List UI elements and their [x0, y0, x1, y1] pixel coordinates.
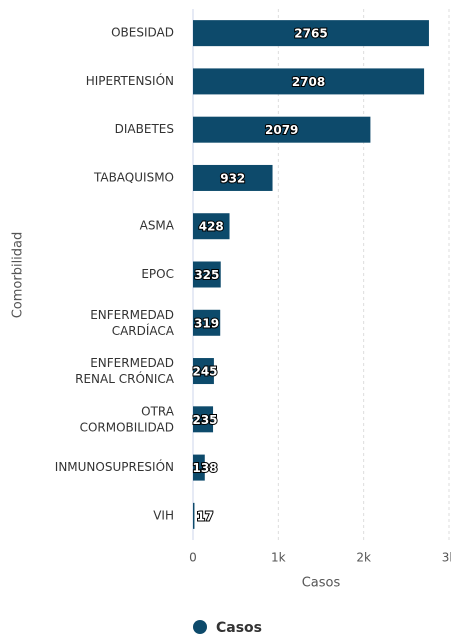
y-tick-label: OBESIDAD [111, 26, 174, 40]
legend-label: Casos [216, 620, 262, 636]
y-tick-label: VIH [153, 508, 174, 522]
bar [193, 358, 214, 385]
y-tick-label: OTRA CORMOBILIDAD [80, 404, 175, 434]
y-tick-label: EPOC [141, 267, 174, 281]
bar [193, 213, 230, 240]
bar [193, 164, 273, 191]
bar [193, 309, 221, 336]
value-label: 138 [192, 461, 217, 475]
bar [193, 454, 205, 481]
value-label: 2079 [265, 123, 298, 137]
x-tick-label: 2k [356, 551, 371, 565]
value-label: 932 [220, 171, 245, 185]
y-tick-label: TABAQUISMO [93, 170, 174, 184]
bar [193, 261, 221, 288]
y-tick-label: DIABETES [115, 122, 174, 136]
bar [193, 502, 195, 529]
bar [193, 406, 214, 433]
x-tick-label: 3k [442, 551, 451, 565]
x-tick-label: 0 [189, 551, 197, 565]
value-label: 2765 [294, 27, 327, 41]
y-axis-title: Comorbilidad [11, 232, 26, 319]
y-tick-label: HIPERTENSIÓN [86, 73, 174, 88]
x-axis-title: Casos [302, 576, 341, 591]
value-label: 17 [197, 509, 214, 523]
bar [193, 20, 429, 47]
value-label: 245 [192, 365, 217, 379]
y-tick-label: INMUNOSUPRESIÓN [55, 459, 174, 474]
bar [193, 68, 425, 95]
bar [193, 116, 371, 143]
value-label: 428 [199, 220, 224, 234]
legend-marker [193, 620, 207, 634]
value-label: 325 [194, 268, 219, 282]
value-label: 319 [194, 316, 219, 330]
y-tick-label: ENFERMEDAD CARDÍACA [90, 307, 175, 337]
y-tick-label: ENFERMEDAD RENAL CRÓNICA [75, 356, 175, 386]
y-tick-label: ASMA [140, 219, 175, 233]
value-label: 235 [192, 413, 217, 427]
value-label: 2708 [292, 75, 325, 89]
x-tick-label: 1k [271, 551, 286, 565]
